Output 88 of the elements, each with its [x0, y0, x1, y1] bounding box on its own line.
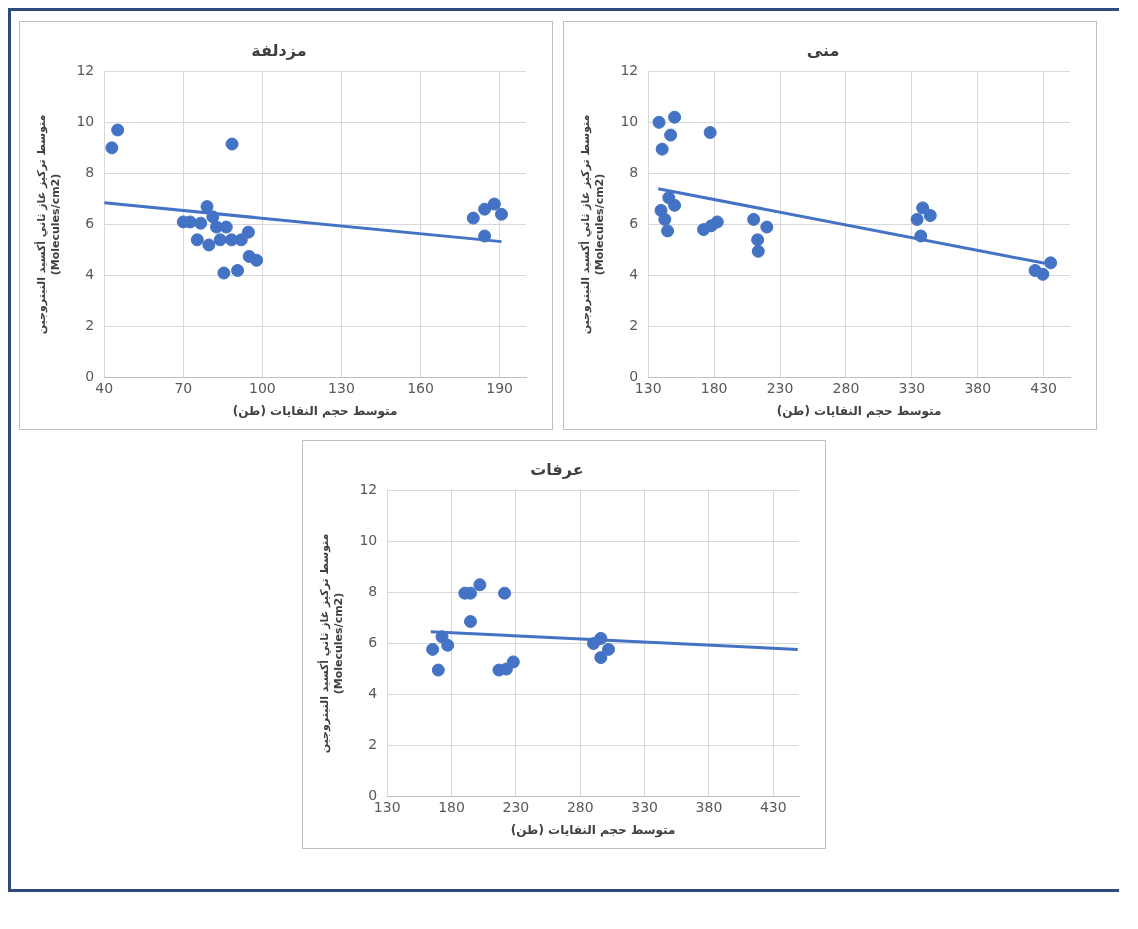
x-tick-label: 70 [174, 379, 193, 396]
y-tick-label: 6 [629, 215, 639, 232]
x-tick-label: 40 [95, 379, 114, 396]
point [190, 233, 204, 247]
y-tick-label: 8 [368, 583, 378, 600]
point [602, 642, 616, 656]
chart-title: عرفات [530, 459, 584, 479]
y-tick-label: 6 [85, 215, 95, 232]
chart-title: مزدلفة [251, 40, 307, 60]
point [747, 212, 761, 226]
point [751, 233, 765, 247]
point [664, 128, 678, 142]
y-tick-label: 4 [85, 266, 95, 283]
point [498, 586, 512, 600]
point [231, 263, 245, 277]
point [241, 225, 255, 239]
chart-title: منى [806, 40, 840, 60]
point [194, 216, 208, 230]
x-tick-label: 330 [898, 379, 926, 396]
point [668, 110, 682, 124]
x-tick-label: 380 [695, 798, 723, 815]
point [426, 642, 440, 656]
point [494, 207, 508, 221]
point [910, 212, 924, 226]
x-tick-label: 230 [502, 798, 530, 815]
point [760, 220, 774, 234]
x-tick-label: 380 [964, 379, 992, 396]
point [202, 238, 216, 252]
point [923, 209, 937, 223]
point [111, 123, 125, 137]
y-tick-label: 2 [85, 317, 95, 334]
point [655, 142, 669, 156]
point [213, 233, 227, 247]
y-tick-label: 10 [359, 531, 378, 548]
x-tick-label: 280 [566, 798, 594, 815]
y-tick-label: 8 [85, 164, 95, 181]
y-tick-label: 12 [76, 61, 95, 78]
point [661, 224, 675, 238]
point [431, 663, 445, 677]
y-tick-label: 10 [76, 112, 95, 129]
x-tick-label: 180 [700, 379, 728, 396]
point [217, 266, 231, 280]
point [219, 220, 233, 234]
x-tick-label: 100 [249, 379, 276, 396]
y-tick-label: 6 [368, 634, 378, 651]
x-tick-label: 280 [832, 379, 860, 396]
point [225, 137, 239, 151]
x-tick-label: 130 [328, 379, 355, 396]
x-tick-label: 230 [766, 379, 794, 396]
point [658, 212, 672, 226]
x-tick-label: 430 [1030, 379, 1058, 396]
y-tick-label: 12 [620, 61, 639, 78]
point [1044, 256, 1058, 270]
point [463, 615, 477, 629]
point [473, 578, 487, 592]
y-tick-label: 0 [85, 368, 95, 385]
x-tick-label: 330 [631, 798, 658, 815]
point [441, 638, 455, 652]
x-axis-title: متوسط حجم النفايات (طن) [776, 403, 942, 419]
point [506, 655, 520, 669]
x-axis-title: متوسط حجم النفايات (طن) [232, 403, 398, 419]
y-tick-label: 4 [368, 685, 378, 702]
point [487, 197, 501, 211]
point [594, 651, 608, 665]
point [466, 211, 480, 225]
y-tick-label: 4 [629, 266, 639, 283]
point [662, 191, 676, 205]
y-tick-label: 2 [629, 317, 639, 334]
point [200, 200, 214, 214]
x-tick-label: 160 [407, 379, 434, 396]
x-tick-label: 180 [438, 798, 465, 815]
x-tick-label: 190 [486, 379, 514, 396]
point [250, 253, 264, 267]
x-tick-label: 430 [759, 798, 787, 815]
point [234, 233, 248, 247]
y-tick-label: 2 [368, 736, 378, 753]
point [751, 244, 765, 258]
point [105, 141, 119, 155]
point [703, 126, 717, 140]
point [652, 115, 666, 129]
x-axis-title: متوسط حجم النفايات (طن) [510, 822, 676, 838]
y-tick-label: 12 [359, 480, 378, 497]
y-tick-label: 8 [629, 164, 639, 181]
y-tick-label: 10 [620, 112, 639, 129]
point [710, 215, 724, 229]
point [478, 202, 492, 216]
point [1036, 267, 1050, 281]
point [916, 201, 930, 215]
